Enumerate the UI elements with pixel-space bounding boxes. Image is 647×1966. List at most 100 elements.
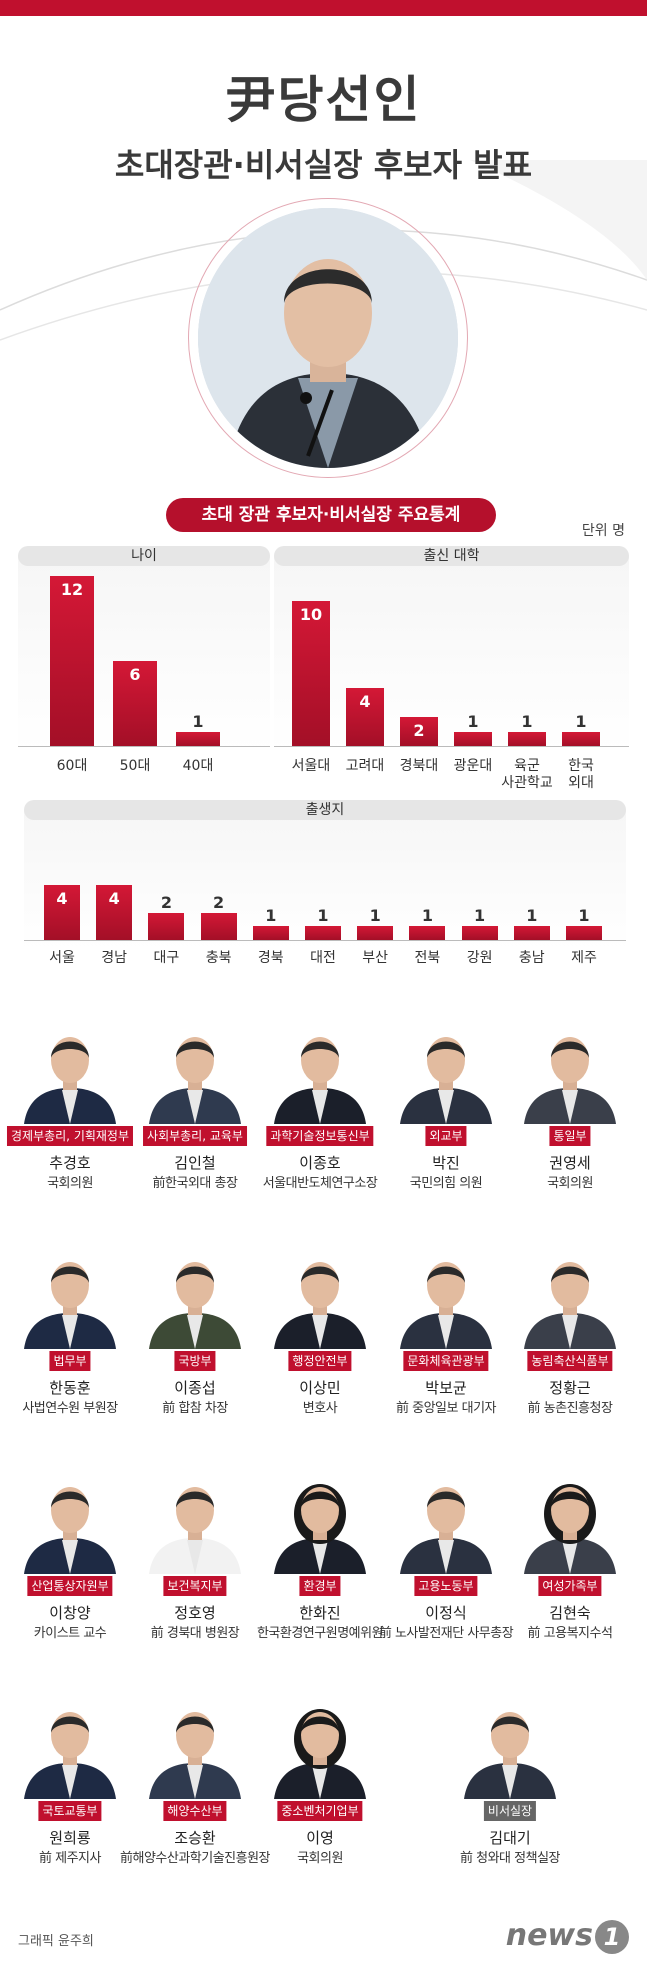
ministry-badge: 외교부 — [425, 1126, 467, 1146]
candidate-photo — [143, 1245, 247, 1349]
candidate-role: 前 경북대 병원장 — [150, 1626, 240, 1641]
category-label: 대구 — [153, 950, 180, 966]
candidate-name: 이정식 — [425, 1604, 467, 1622]
category-label: 경남 — [101, 950, 128, 966]
category-label: 한국 외대 — [568, 758, 594, 791]
bar-value-label: 4 — [56, 889, 68, 908]
category-label: 대전 — [310, 950, 336, 966]
logo-mark: 1 — [595, 1920, 629, 1954]
bar — [409, 926, 446, 940]
bar — [96, 885, 133, 940]
candidate-name: 한화진 — [299, 1604, 341, 1622]
category-label: 경북 — [257, 950, 284, 966]
candidate-role: 前 고용복지수석 — [527, 1626, 613, 1641]
bar — [50, 576, 94, 746]
candidate-name: 김현숙 — [549, 1604, 591, 1622]
candidate-photo — [268, 1470, 372, 1574]
ministry-badge: 문화체육관광부 — [403, 1351, 489, 1371]
unit-label: 단위 명 — [581, 523, 625, 539]
candidate-photo — [268, 1695, 372, 1799]
ministry-badge: 사회부총리, 교육부 — [143, 1126, 247, 1146]
bar — [252, 926, 289, 940]
bar — [454, 731, 492, 746]
ministry-badge: 비서실장 — [483, 1801, 537, 1821]
candidate-role: 카이스트 교수 — [33, 1626, 107, 1641]
candidate-name: 박보균 — [425, 1379, 467, 1397]
category-label: 제주 — [571, 950, 597, 966]
top-accent-bar — [0, 0, 647, 16]
candidate-role: 前 청와대 정책실장 — [460, 1851, 561, 1866]
age-chart-title: 나이 — [18, 546, 270, 566]
chart-axis — [18, 746, 270, 747]
bar — [176, 731, 220, 746]
bar — [400, 717, 438, 746]
university-chart-bg — [274, 556, 629, 752]
candidate-photo — [143, 1695, 247, 1799]
logo-text: news — [505, 1918, 593, 1953]
candidate-name: 추경호 — [49, 1154, 91, 1172]
news1-logo: news 1 — [506, 1918, 629, 1954]
candidate-role: 前 합참 차장 — [162, 1401, 228, 1416]
ministry-badge: 환경부 — [299, 1576, 341, 1596]
candidate-role: 前 노사발전재단 사무총장 — [378, 1626, 514, 1641]
page-subtitle: 초대장관·비서실장 후보자 발표 — [114, 146, 533, 184]
candidate-role: 사법연수원 부원장 — [22, 1401, 118, 1416]
candidate-photo — [518, 1245, 622, 1349]
category-label: 60대 — [56, 758, 88, 774]
ministry-badge: 중소벤처기업부 — [277, 1801, 363, 1821]
page-title: 尹당선인 — [225, 71, 422, 129]
candidate-photo — [18, 1245, 122, 1349]
candidate-photo — [394, 1470, 498, 1574]
candidate-photo — [268, 1020, 372, 1124]
candidate-photo — [268, 1245, 372, 1349]
chart-axis — [274, 746, 629, 747]
category-label: 50대 — [119, 758, 151, 774]
category-label: 경북대 — [399, 758, 439, 774]
candidate-photo — [143, 1470, 247, 1574]
candidate-name: 이영 — [306, 1829, 334, 1847]
bar — [508, 731, 546, 746]
bar-value-label: 1 — [421, 906, 433, 926]
candidate-role: 前 제주지사 — [39, 1851, 101, 1866]
candidate-role: 前 농촌진흥청장 — [527, 1401, 613, 1416]
category-label: 고려대 — [345, 758, 385, 774]
candidate-photo — [18, 1020, 122, 1124]
bar — [292, 601, 330, 746]
category-label: 충남 — [518, 950, 545, 966]
ministry-badge: 법무부 — [49, 1351, 91, 1371]
candidate-name: 한동훈 — [49, 1379, 91, 1397]
category-label: 서울 — [49, 950, 75, 966]
ministry-badge: 과학기술정보통신부 — [266, 1126, 374, 1146]
candidate-name: 김인철 — [174, 1154, 216, 1172]
bar — [461, 926, 498, 940]
bar-value-label: 1 — [575, 711, 587, 731]
bar — [513, 926, 550, 940]
ministry-badge: 통일부 — [549, 1126, 591, 1146]
bar-value-label: 4 — [359, 692, 371, 711]
graphic-credit: 그래픽 윤주희 — [18, 1934, 94, 1949]
candidate-role: 변호사 — [302, 1401, 338, 1416]
candidate-name: 정호영 — [174, 1604, 216, 1622]
bar-value-label: 4 — [108, 889, 120, 908]
birthplace-chart-title: 출생지 — [24, 800, 626, 820]
candidate-role: 前 중앙일보 대기자 — [396, 1401, 497, 1416]
bar-value-label: 1 — [474, 906, 486, 926]
bar-value-label: 1 — [317, 906, 329, 926]
candidate-name: 이상민 — [299, 1379, 341, 1397]
hero-ring — [188, 198, 468, 478]
ministry-badge: 여성가족부 — [538, 1576, 602, 1596]
candidate-name: 정황근 — [549, 1379, 591, 1397]
candidate-photo — [394, 1245, 498, 1349]
ministry-badge: 국토교통부 — [38, 1801, 102, 1821]
candidate-name: 이창양 — [49, 1604, 91, 1622]
candidate-name: 권영세 — [549, 1154, 591, 1172]
bar-value-label: 1 — [369, 906, 381, 926]
candidate-role: 한국환경연구원명예위원 — [256, 1626, 384, 1641]
category-label: 육군 사관학교 — [501, 758, 553, 791]
candidate-role: 국회의원 — [547, 1176, 593, 1191]
bar-value-label: 1 — [521, 711, 533, 731]
bar — [562, 731, 600, 746]
category-label: 강원 — [466, 950, 493, 966]
ministry-badge: 경제부총리, 기획재정부 — [6, 1126, 134, 1146]
ministry-badge: 산업통상자원부 — [27, 1576, 113, 1596]
